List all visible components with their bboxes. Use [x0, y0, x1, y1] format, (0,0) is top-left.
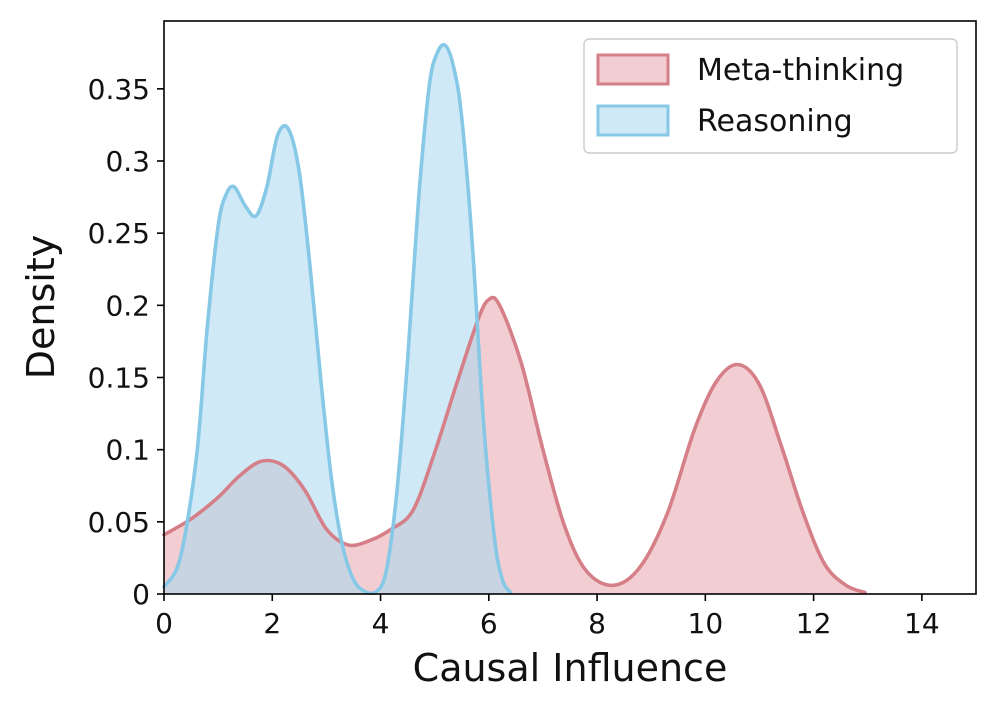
- y-tick-label: 0.15: [88, 362, 150, 395]
- x-axis-label: Causal Influence: [413, 646, 728, 690]
- legend: Meta-thinking Reasoning: [583, 38, 958, 154]
- legend-label-meta-thinking: Meta-thinking: [697, 53, 904, 88]
- x-tick-label: 10: [688, 607, 724, 640]
- plot-frame: [163, 20, 977, 595]
- y-tick-label: 0.35: [88, 73, 150, 106]
- density-line-meta-thinking: [162, 295, 867, 595]
- y-tick-label: 0.2: [105, 289, 150, 322]
- x-tick-label: 6: [480, 607, 498, 640]
- y-tick-label: 0.1: [105, 434, 150, 467]
- density-line-reasoning: [162, 42, 513, 596]
- legend-label-reasoning: Reasoning: [697, 104, 853, 139]
- area-fill-meta-thinking: [164, 297, 866, 594]
- x-tick-label: 2: [263, 607, 281, 640]
- series-layer: [162, 42, 867, 596]
- x-tick-label: 4: [372, 607, 390, 640]
- legend-frame: [583, 38, 958, 154]
- ticks-layer: 0 2 4 6 8 10 12 14 0 0.05 0.1 0.15 0.2 0.25 0.3 0.35: [88, 73, 940, 640]
- y-tick-label: 0: [132, 578, 150, 611]
- legend-swatch-reasoning: [596, 104, 670, 137]
- area-fill-reasoning: [164, 44, 511, 595]
- x-tick-label: 14: [904, 607, 940, 640]
- x-tick-label: 0: [155, 607, 173, 640]
- y-axis-label: Density: [19, 235, 63, 379]
- x-tick-label: 8: [588, 607, 606, 640]
- y-tick-label: 0.05: [88, 506, 150, 539]
- legend-swatch-meta-thinking: [596, 53, 670, 86]
- x-tick-label: 12: [796, 607, 832, 640]
- y-tick-label: 0.25: [88, 217, 150, 250]
- y-tick-label: 0.3: [105, 145, 150, 178]
